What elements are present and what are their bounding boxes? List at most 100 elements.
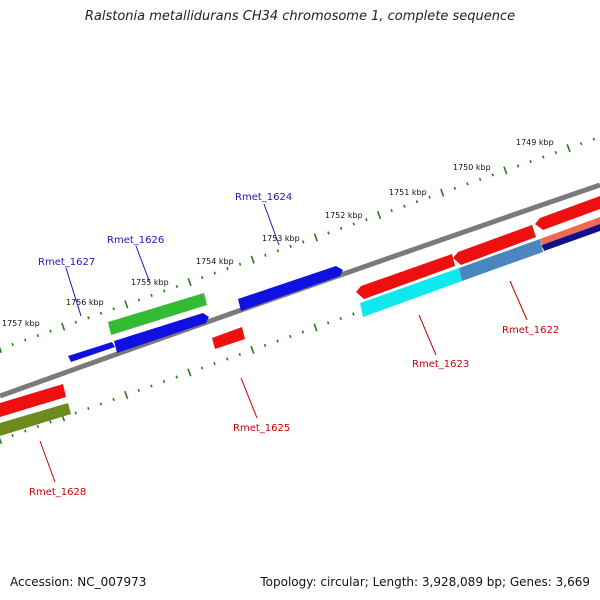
upper-track-minor-tick [150,293,153,297]
upper-track-minor-tick [49,329,52,333]
gene-arrow-rmet-1625[interactable] [212,327,245,349]
tick-label-1754: 1754 kbp [196,257,234,266]
upper-track-minor-tick [213,271,217,275]
gene-arrow-rmet-1623-cyan[interactable] [360,268,462,317]
accession-text: Accession: NC_007973 [10,575,147,589]
leader-rmet-1623 [418,314,437,356]
tick-label-1756: 1756 kbp [66,298,104,307]
gene-label-rmet-1623[interactable]: Rmet_1623 [412,359,469,370]
upper-track-minor-tick [529,159,532,164]
gene-label-rmet-1625[interactable]: Rmet_1625 [233,423,290,434]
lower-track-minor-tick [36,424,40,429]
lower-track-minor-tick [289,334,292,339]
lower-track-minor-tick [238,352,242,357]
lower-track-minor-tick [326,321,330,325]
map-title: Ralstonia metallidurans CH34 chromosome … [84,9,516,24]
upper-track-minor-tick [579,142,583,146]
upper-track-minor-tick [238,262,242,266]
gene-arrow-rmet-1626[interactable] [108,293,207,335]
lower-track-minor-tick [263,343,267,348]
upper-track-major-tick [313,233,318,242]
upper-track-minor-tick [289,244,292,248]
upper-track-minor-tick [516,164,520,168]
upper-track-minor-tick [491,173,494,177]
upper-track-minor-tick [137,298,141,302]
upper-track-major-tick [503,166,508,175]
lower-track-minor-tick [87,406,90,411]
gene-label-rmet-1624[interactable]: Rmet_1624 [235,192,292,203]
upper-track-minor-tick [592,137,596,141]
gene-label-rmet-1626[interactable]: Rmet_1626 [107,235,164,246]
lower-track-minor-tick [24,429,27,433]
gene-arrow-rmet-1622-steel[interactable] [459,239,543,281]
upper-track-minor-tick [99,311,103,315]
topology-text: Topology: circular; Length: 3,928,089 bp… [260,575,590,589]
upper-track-major-tick [0,346,3,354]
lower-track-minor-tick [137,388,141,393]
lower-track-minor-tick [225,357,229,361]
upper-tick-track [0,137,596,354]
upper-track-minor-tick [200,276,204,280]
lower-track-minor-tick [200,366,204,370]
upper-track-minor-tick [339,226,343,231]
upper-track-minor-tick [226,267,229,271]
tick-label-1751: 1751 kbp [389,188,427,197]
gene-arrow-far-red[interactable] [535,196,600,230]
lower-track-minor-tick [339,316,342,321]
upper-track-minor-tick [352,222,355,226]
upper-track-major-tick [376,211,382,220]
upper-track-minor-tick [87,316,90,320]
gene-labels: Rmet_1624 Rmet_1626 Rmet_1627 Rmet_1622 … [29,192,559,498]
tick-label-1752: 1752 kbp [325,211,363,220]
chromosome-backbone [0,182,600,399]
upper-track-minor-tick [264,253,267,257]
lower-track-minor-tick [162,379,166,384]
upper-track-minor-tick [327,231,330,235]
upper-track-minor-tick [542,155,545,159]
lower-track-minor-tick [352,312,355,316]
gene-arrow-navy[interactable] [542,224,600,251]
gene-label-rmet-1622[interactable]: Rmet_1622 [502,325,559,336]
upper-track-minor-tick [276,249,280,253]
upper-track-minor-tick [554,151,558,155]
upper-track-major-tick [61,322,66,331]
lower-track-minor-tick [11,433,14,438]
lower-track-minor-tick [276,339,279,343]
lower-track-minor-tick [74,411,77,415]
upper-track-major-tick [187,278,192,287]
upper-track-minor-tick [466,182,469,186]
reverse-strand-genes [0,196,600,436]
upper-track-minor-tick [428,195,431,199]
gene-arrow-rmet-1623-red[interactable] [356,254,455,299]
leader-rmet-1622 [509,280,528,321]
gene-arrow-rmet-1628-red[interactable] [0,384,66,417]
upper-track-minor-tick [11,342,14,347]
tick-label-1757: 1757 kbp [2,319,40,328]
lower-track-minor-tick [99,402,103,406]
gene-label-rmet-1627[interactable]: Rmet_1627 [38,257,95,268]
lower-track-minor-tick [301,330,305,334]
lower-track-major-tick [0,437,3,445]
lower-track-major-tick [250,345,255,354]
gene-arrow-rmet-1626-lower[interactable] [114,313,209,353]
upper-track-minor-tick [36,334,40,338]
gene-arrow-salmon[interactable] [540,217,600,245]
gene-arrow-rmet-1627[interactable] [68,342,115,362]
lower-track-minor-tick [112,397,115,402]
gene-arrow-rmet-1624[interactable] [238,266,343,311]
lower-track-major-tick [187,368,192,377]
tick-label-1750: 1750 kbp [453,163,491,172]
gene-label-rmet-1628[interactable]: Rmet_1628 [29,487,86,498]
gene-arrow-rmet-1628[interactable] [0,403,71,436]
upper-track-minor-tick [478,177,482,181]
upper-track-major-tick [440,188,445,197]
upper-track-minor-tick [175,284,179,289]
leader-rmet-1624 [263,203,280,246]
upper-track-minor-tick [302,240,305,244]
leader-rmet-1625 [240,377,258,419]
lower-track-major-tick [313,323,318,332]
gene-arrow-rmet-1622-red[interactable] [453,225,536,265]
forward-strand-genes [68,266,343,362]
tick-label-1749: 1749 kbp [516,138,554,147]
